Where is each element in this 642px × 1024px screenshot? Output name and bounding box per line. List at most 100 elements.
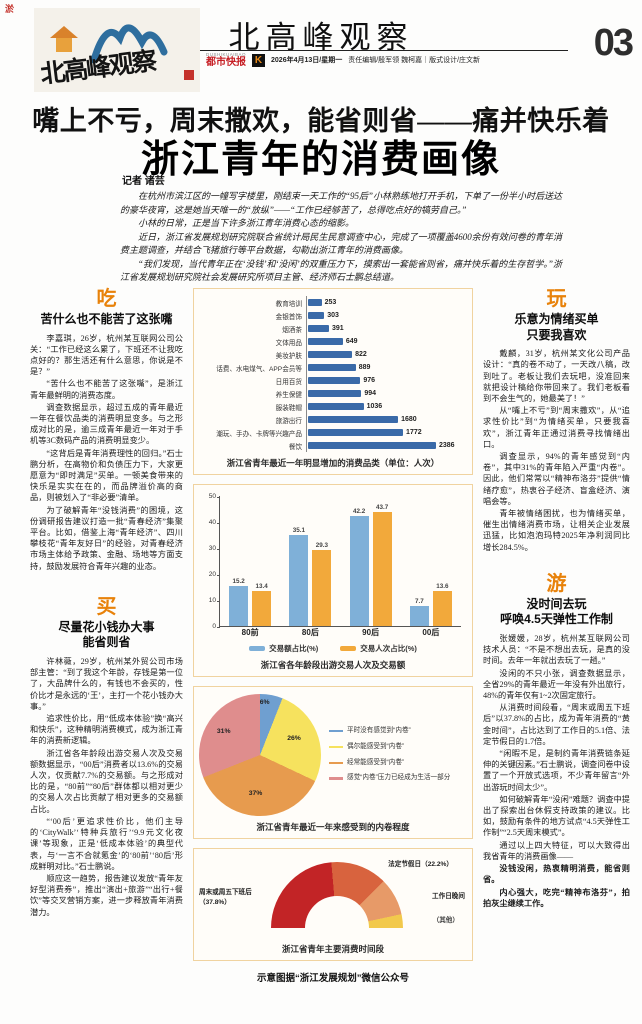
paragraph: 从“嘴上不亏”到“周末撒欢”，从“追求性价比”到“为情绪买单，只要我喜欢”，浙江… — [483, 406, 630, 449]
bar-row: 金银首饰 303 — [199, 309, 467, 322]
bar-wrap: 13.6 — [432, 496, 452, 626]
section-buy-title-line1: 尽量花小钱办大事 — [58, 619, 155, 634]
bar-category-label: 潮玩、手办、卡牌等兴趣产品 — [216, 430, 302, 438]
intro-paragraph: 近日，浙江省发展规划研究院联合省统计局民生民意调查中心，完成了一项覆盖4600余… — [120, 231, 562, 256]
masthead-mountain-icon — [50, 24, 194, 80]
y-axis-tick: 0 — [202, 623, 220, 630]
bar-group: 42.2 43.7 90后 — [349, 496, 392, 637]
bar-wrap: 7.7 — [409, 496, 429, 626]
paragraph: 没闲的不只小张，调查数据显示，全省29%的青年最近一年没有外出旅行，48%的青年… — [483, 668, 630, 701]
conclusion-paragraph: 内心强大，吃完“精神布洛芬”，拍拍灰尘继续工作。 — [483, 887, 630, 908]
section-play: 玩 乐意为情绪买单 只要我喜欢 戴麟，31岁，杭州某文化公司产品设计：“真的卷不… — [483, 288, 630, 553]
column-right: 玩 乐意为情绪买单 只要我喜欢 戴麟，31岁，杭州某文化公司产品设计：“真的卷不… — [483, 288, 630, 923]
brand-k-logo-icon: K — [252, 53, 266, 67]
donut-label-weeknight: 工作日晚间 — [432, 893, 465, 900]
bar-track: 976 — [306, 374, 467, 387]
pie-slice-label: 31% — [216, 727, 231, 735]
bar-segment — [308, 299, 322, 306]
bar-category-label: 文体用品 — [275, 339, 302, 347]
bar-segment — [312, 549, 332, 626]
section-play-title-line1: 乐意为情绪买单 — [514, 312, 599, 326]
bar-value-label: 994 — [364, 390, 376, 397]
section-eat-title: 苦什么也不能苦了这张嘴 — [40, 312, 173, 326]
editors-credit: 责任编辑/殷军领 魏柯嘉｜版式设计/庄文新 — [348, 57, 481, 65]
paragraph: 如何破解青年“没闲”难题？调查中提出了探索出台休假支持政策的建议。比如，鼓励有条… — [483, 794, 630, 838]
bar-row: 教育培训 253 — [199, 296, 467, 309]
paragraph: “这背后是青年消费理性的回归。”石士鹏分析，在高物价和负债压力下，大家更愿意为“… — [30, 448, 183, 503]
bar-value-label: 1772 — [406, 429, 422, 436]
bar-segment — [432, 590, 452, 626]
y-axis-tick: 40 — [202, 519, 220, 526]
paragraph: 青年被情绪困扰，也为情绪买单，催生出情绪消费市场，让相关企业发展迅猛，比如泡泡玛… — [483, 509, 630, 552]
bar-value-label: 29.3 — [315, 541, 328, 549]
chart-travel-transactions: 0 10 20 30 40 50 15.2 13.4 80前 35.1 29.3 80后 42.2 43.… — [193, 484, 473, 677]
section-travel-title-line2: 呼唤4.5天弹性工作制 — [500, 612, 613, 627]
legend-label: 经常能感受到“内卷” — [347, 758, 405, 766]
bar-track: 822 — [306, 348, 467, 361]
legend-swatch — [329, 777, 343, 780]
section-eat-tag: 吃 — [96, 288, 117, 310]
intro-block: 在杭州市滨江区的一幢写字楼里，刚结束一天工作的“95后”小林熟练地打开手机，下单… — [120, 190, 562, 285]
column-left: 吃 苦什么也不能苦了这张嘴 李嘉琪，26岁，杭州某互联网公司公关：“工作已经这么… — [30, 288, 183, 932]
paragraph: “‘00后’更追求性价比，他们主导的‘CityWalk’‘特种兵旅行’‘9.9元… — [30, 816, 183, 871]
pie-slice-label: 6% — [259, 698, 270, 706]
bar-row: 烟酒茶 391 — [199, 322, 467, 335]
bar-value-label: 1036 — [366, 403, 383, 410]
paragraph: 浙江省各年龄段出游交易人次及交易额数据显示，“00后”消费者以13.6%的交易人… — [30, 748, 183, 814]
bar-segment — [308, 403, 364, 410]
bar-category-label: 话费、水电煤气、APP会员等 — [216, 365, 302, 373]
bar-row: 文体用品 649 — [199, 335, 467, 348]
chart-consumption-increase: 教育培训 253 金银首饰 303 烟酒茶 391 文体用品 649 美妆护肤 822 话费、水电煤… — [193, 288, 473, 475]
bar-category-label: 烟酒茶 — [282, 326, 302, 334]
legend-label: 平时没有感觉到“内卷” — [347, 726, 411, 734]
bar-value-label: 15.2 — [232, 578, 245, 586]
bar-value-label: 13.6 — [436, 582, 449, 590]
paragraph: 许林薇，29岁，杭州某外贸公司市场部主管：“到了我这个年龄，存钱是第一位了，大品… — [30, 657, 183, 711]
y-axis-tick: 30 — [202, 545, 220, 552]
legend-item: 平时没有感觉到“内卷” — [329, 727, 467, 736]
bar-value-label: 13.4 — [255, 583, 268, 591]
legend-item: 交易人次占比(%) — [340, 643, 417, 654]
bar-row: 服装鞋帽 1036 — [199, 400, 467, 413]
bar-value-label: 2386 — [439, 442, 455, 449]
bar-value-label: 303 — [327, 312, 339, 319]
chart-neijuan-pie: 6% 26% 37% 31% 平时没有感觉到“内卷” 偶尔能感受到“内卷” 经常能感受到“… — [193, 686, 473, 839]
section-travel-title: 没时间去玩 呼唤4.5天弹性工作制 — [483, 597, 630, 628]
bar-value-label: 1680 — [401, 416, 417, 423]
bar-category-label: 养生保健 — [275, 391, 302, 399]
bar-row: 餐饮 2386 — [199, 439, 467, 452]
bar-segment — [308, 364, 356, 371]
x-axis-label: 80后 — [301, 628, 319, 637]
bar-segment — [308, 390, 362, 397]
paragraph: 戴麟，31岁，杭州某文化公司产品设计：“真的卷不动了，一天改八稿，改到吐了。老板… — [483, 349, 630, 403]
print-mark: 淤 — [5, 4, 15, 14]
bar-segment — [229, 586, 249, 626]
bar-category-label: 旅游出行 — [275, 417, 302, 425]
bar-value-label: 7.7 — [414, 597, 424, 605]
bar-chart: 教育培训 253 金银首饰 303 烟酒茶 391 文体用品 649 美妆护肤 822 话费、水电煤… — [199, 296, 467, 452]
bar-value-label: 649 — [345, 338, 358, 345]
bar-track: 253 — [306, 296, 467, 309]
bar-value-label: 889 — [358, 364, 371, 371]
pie-slice-label: 37% — [248, 789, 263, 797]
paragraph: 张媛媛，28岁，杭州某互联网公司技术人员：“不是不想出去玩，是真的没时间。去年一… — [483, 634, 630, 666]
pie-legend: 平时没有感觉到“内卷” 偶尔能感受到“内卷” 经常能感受到“内卷” 感觉“内卷”压力已… — [329, 727, 467, 784]
header-rule — [200, 50, 568, 51]
legend-swatch — [329, 761, 343, 764]
legend-item: 感觉“内卷”压力已经成为生活一部分 — [329, 774, 467, 783]
bar-segment — [308, 416, 399, 423]
bar-segment — [409, 605, 429, 626]
header-meta: DUSHIKUAIBAO 都市快报 K 2026年4月13日/星期一 责任编辑/… — [206, 52, 596, 68]
bar-segment — [308, 429, 404, 436]
page-number: 03 — [593, 22, 634, 64]
paragraph: 追求性价比，用“低成本体验”换“高兴和快乐”，这种精明消费模式，成为浙江青年的消… — [30, 714, 183, 746]
headline-title: 浙江青年的消费画像 — [140, 139, 501, 181]
bar-row: 话费、水电煤气、APP会员等 889 — [199, 361, 467, 374]
legend-label: 偶尔能感受到“内卷” — [347, 742, 405, 750]
section-buy-title-line2: 能省则省 — [82, 635, 131, 650]
bar-group: 35.1 29.3 80后 — [289, 496, 332, 637]
image-credit: 示意图据“浙江发展规划”微信公众号 — [256, 973, 409, 984]
bar-segment — [372, 512, 392, 626]
donut-label-other: （其他） — [432, 917, 459, 924]
half-donut-chart: 周末或周五下班后（37.8%） 法定节假日（22.2%） 工作日晚间 （其他） — [199, 856, 467, 938]
